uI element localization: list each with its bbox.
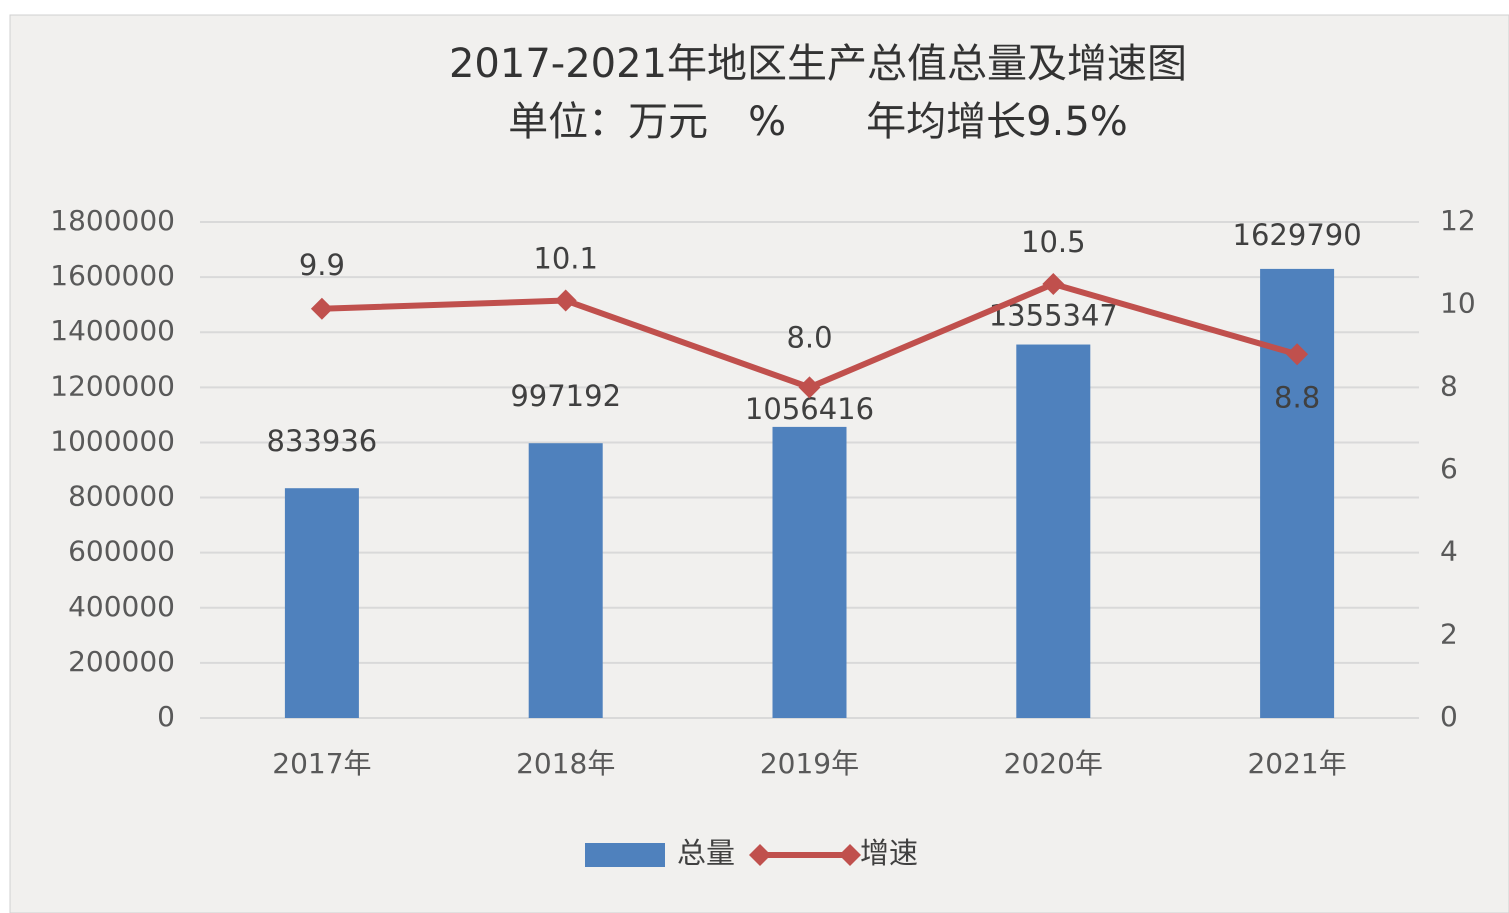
y2-tick-label: 4 <box>1440 535 1458 568</box>
data-label: 8.0 <box>786 320 832 354</box>
line-marker <box>1042 273 1065 295</box>
y-tick-label: 1800000 <box>50 204 175 237</box>
data-label: 10.1 <box>533 242 598 276</box>
legend-label: 总量 <box>677 836 735 870</box>
data-label: 833936 <box>267 424 378 458</box>
bar <box>528 443 603 718</box>
line-marker <box>310 297 333 320</box>
y-tick-label: 600000 <box>68 535 175 568</box>
x-tick-label: 2018年 <box>516 747 615 780</box>
data-label: 1629790 <box>1233 218 1362 252</box>
y-tick-label: 1200000 <box>50 369 175 402</box>
legend-marker <box>749 844 771 866</box>
line-marker <box>1286 343 1309 366</box>
y-tick-label: 400000 <box>68 590 175 623</box>
x-tick-label: 2017年 <box>272 747 371 780</box>
chart-background <box>9 14 1509 913</box>
data-label: 8.8 <box>1274 380 1320 414</box>
data-label: 997192 <box>510 379 621 413</box>
bar <box>1016 344 1091 718</box>
bar <box>284 488 359 718</box>
legend-label: 增速 <box>860 836 918 870</box>
y-tick-label: 1600000 <box>50 259 175 292</box>
y-tick-label: 0 <box>157 700 175 733</box>
y-tick-label: 1000000 <box>50 424 175 457</box>
y2-tick-label: 12 <box>1440 204 1476 237</box>
legend-swatch <box>585 843 665 867</box>
y2-tick-label: 0 <box>1440 700 1458 733</box>
data-label: 10.5 <box>1021 225 1086 259</box>
line-marker <box>554 289 577 312</box>
y2-tick-label: 2 <box>1440 617 1458 650</box>
x-tick-label: 2020年 <box>1004 747 1103 780</box>
y2-tick-label: 10 <box>1440 287 1476 320</box>
y2-tick-label: 6 <box>1440 452 1458 485</box>
x-tick-label: 2019年 <box>760 747 859 780</box>
legend-marker <box>839 844 861 866</box>
chart-title: 2017-2021年地区生产总值总量及增速图 <box>449 41 1187 87</box>
bar <box>1260 268 1335 718</box>
y-tick-label: 800000 <box>68 480 175 513</box>
bar <box>772 426 847 718</box>
line-marker <box>798 376 821 399</box>
y2-tick-label: 8 <box>1440 369 1458 402</box>
data-label: 9.9 <box>299 248 345 282</box>
y-tick-label: 1400000 <box>50 314 175 347</box>
x-tick-label: 2021年 <box>1247 747 1346 780</box>
y-tick-label: 200000 <box>68 645 175 678</box>
chart-subtitle: 单位：万元 % 年均增长9.5% <box>508 99 1128 145</box>
